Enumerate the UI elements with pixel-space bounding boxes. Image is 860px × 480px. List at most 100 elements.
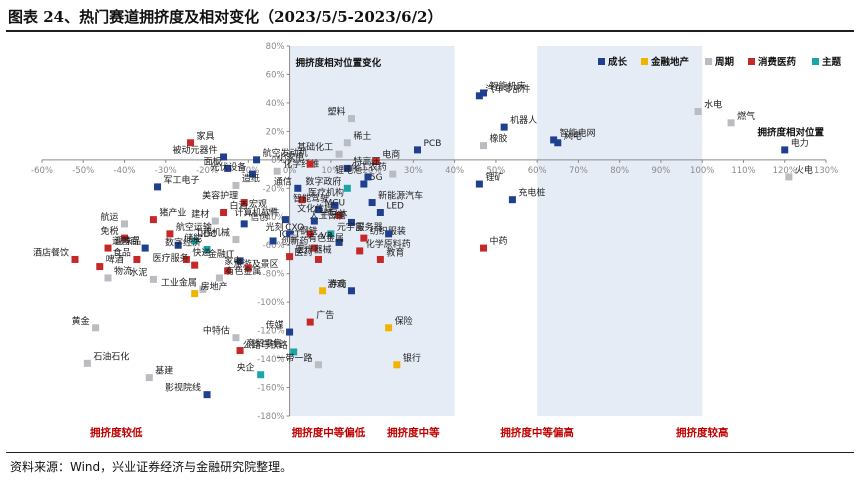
- data-label: 物流: [114, 265, 132, 277]
- data-label: 人工智能: [309, 209, 345, 221]
- data-label: 充电桩: [518, 187, 545, 199]
- data-label: 智能电网: [560, 127, 596, 139]
- legend-label-0: 成长: [608, 56, 628, 68]
- data-label: 塑料: [327, 106, 345, 118]
- data-label: 调味品: [114, 235, 141, 247]
- y-tick-label: 80%: [266, 42, 285, 52]
- footer-divider: [6, 452, 854, 453]
- data-label: 风电: [564, 130, 582, 142]
- data-point: [71, 255, 79, 263]
- data-label: 酒店餐饮: [33, 246, 69, 258]
- y-tick-label: 60%: [266, 70, 285, 80]
- chart-title: 图表 24、热门赛道拥挤度及相对变化（2023/5/5-2023/6/2）: [8, 8, 443, 26]
- data-point: [96, 263, 104, 271]
- legend-swatch-3: [748, 58, 755, 65]
- data-label: 创新药: [281, 235, 308, 247]
- data-label: 宏观: [249, 198, 267, 210]
- source-note: 资料来源：Wind，兴业证券经济与金融研究院整理。: [10, 460, 293, 474]
- data-label: 免税: [101, 225, 119, 237]
- data-point: [376, 209, 384, 216]
- data-point: [133, 255, 141, 263]
- data-label: 文化传媒: [297, 202, 333, 214]
- x-tick-label: 130%: [814, 166, 838, 176]
- data-point: [389, 170, 397, 178]
- data-label: 快递: [192, 246, 210, 258]
- data-label: 传媒: [266, 319, 284, 331]
- data-label: 中药: [490, 235, 508, 247]
- data-point: [269, 207, 277, 215]
- data-label: 有色金属: [225, 265, 261, 277]
- data-point: [343, 184, 351, 192]
- data-point: [83, 359, 91, 367]
- data-point: [335, 150, 343, 158]
- data-label: 有色金属: [308, 232, 344, 244]
- y-tick-label: -100%: [257, 298, 284, 308]
- x-tick-label: -60%: [31, 166, 53, 176]
- data-label: 家电: [224, 255, 242, 267]
- y-tick-label: -20%: [263, 184, 285, 194]
- legend-label-3: 消费医药: [758, 56, 797, 68]
- data-label: 电力: [791, 137, 809, 149]
- data-label: 数字政府: [305, 175, 341, 187]
- data-point: [145, 374, 153, 382]
- data-point: [554, 139, 562, 147]
- data-point: [203, 391, 211, 399]
- data-point: [203, 246, 211, 253]
- data-point: [306, 230, 314, 238]
- data-point: [385, 324, 393, 332]
- x-tick-label: -40%: [114, 166, 136, 176]
- data-point: [174, 241, 182, 249]
- data-label: 中特估: [203, 325, 230, 337]
- data-point: [248, 170, 256, 178]
- data-point: [500, 123, 508, 131]
- data-point: [232, 236, 240, 244]
- data-point: [475, 180, 483, 188]
- data-label: 医疗机构: [308, 187, 344, 199]
- y-tick-label: 20%: [266, 127, 285, 137]
- data-point: [306, 318, 314, 326]
- data-label: 军工电子: [164, 174, 200, 186]
- data-point: [236, 257, 244, 265]
- data-point: [257, 371, 265, 379]
- data-point: [191, 237, 199, 245]
- y-tick-label: -160%: [257, 384, 284, 394]
- data-label: 智能驾驶: [293, 192, 329, 204]
- data-label: 医药: [294, 247, 312, 258]
- data-point: [121, 234, 129, 242]
- data-label: 白酒: [230, 200, 248, 212]
- x-tick-label: 120%: [773, 166, 797, 176]
- data-point: [269, 237, 277, 245]
- data-point: [290, 348, 298, 356]
- data-point: [781, 146, 789, 154]
- x-tick-label: 50%: [486, 166, 505, 176]
- x-tick-label: -50%: [72, 166, 94, 176]
- data-label: 汽车零部件: [485, 83, 530, 95]
- data-label: 央企: [237, 362, 255, 374]
- x-tick-label: 70%: [569, 166, 588, 176]
- data-point: [253, 156, 261, 164]
- y-tick-label: -140%: [257, 355, 284, 365]
- data-point: [298, 241, 306, 249]
- data-label: 元宇宙: [337, 221, 364, 233]
- data-label: 航空发动机: [263, 147, 308, 159]
- data-label: 建材: [191, 208, 209, 220]
- title-divider: [6, 30, 854, 32]
- data-label: 半导体: [320, 208, 347, 220]
- data-label: 工程机械: [194, 227, 230, 239]
- data-point: [343, 139, 351, 147]
- data-point: [286, 253, 294, 261]
- x-tick-label: -30%: [155, 166, 177, 176]
- data-label: 稀土: [353, 130, 371, 142]
- data-label: 智能机床: [490, 80, 526, 92]
- band-label-0: 拥挤度较低: [90, 426, 143, 439]
- data-label: 房地产: [201, 281, 228, 293]
- data-point: [480, 89, 488, 97]
- data-point: [480, 244, 488, 252]
- data-label: MCU: [324, 199, 345, 209]
- data-label: 造纸: [242, 172, 260, 184]
- data-label: IDC: [201, 230, 217, 240]
- scatter-chart: -60% -50% -40% -30% -20% -10% 0% 10% 20% 30% 40% 50…: [31, 42, 841, 439]
- data-label: 水电: [704, 98, 722, 110]
- y-tick-label: -180%: [257, 412, 284, 422]
- data-point: [154, 183, 162, 191]
